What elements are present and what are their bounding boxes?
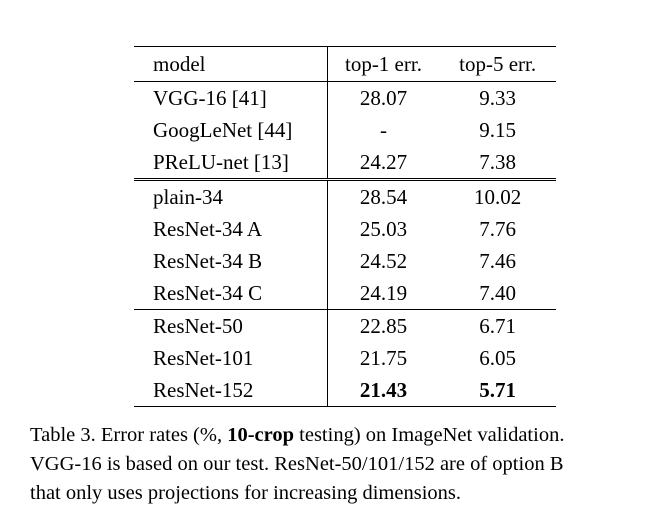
header-top5: top-5 err. (439, 46, 556, 82)
table-row: ResNet-50 22.85 6.71 (134, 309, 556, 342)
table-row: ResNet-34 A 25.03 7.76 (134, 213, 556, 245)
cell-top1: 25.03 (326, 213, 440, 245)
table-row: PReLU-net [13] 24.27 7.38 (134, 146, 556, 181)
cell-top5: 7.38 (439, 146, 556, 181)
cell-top5: 10.02 (474, 185, 522, 209)
cell-model: ResNet-34 C (134, 277, 328, 310)
cell-top5: 7.76 (479, 217, 517, 241)
table-row: plain-34 28.54 10.02 (134, 179, 556, 213)
cell-top5: 7.40 (439, 277, 556, 310)
cell-top5: 6.71 (479, 314, 517, 338)
cell-model: ResNet-50 (153, 314, 243, 338)
table-row: ResNet-152 21.43 5.71 (134, 374, 556, 407)
table-caption: Table 3. Error rates (%, 10-crop testing… (30, 421, 666, 508)
cell-model: GoogLeNet [44] (153, 118, 293, 142)
cell-top5-best: 5.71 (439, 374, 556, 407)
cell-top1: 28.54 (326, 179, 440, 213)
cell-model: ResNet-101 (153, 346, 254, 370)
cell-top1: - (326, 114, 440, 146)
header-model: model (134, 46, 328, 82)
cell-model: VGG-16 [41] (153, 86, 267, 110)
cell-top5: 9.15 (479, 118, 517, 142)
caption-line-3: that only uses projections for increasin… (30, 482, 461, 504)
cell-model: ResNet-152 (134, 374, 328, 407)
cell-model: plain-34 (153, 185, 223, 209)
cell-top1: 24.19 (326, 277, 440, 310)
table-row: VGG-16 [41] 28.07 9.33 (134, 81, 556, 114)
cell-top5: 7.46 (479, 249, 517, 273)
caption-text-1: Table 3. Error rates (%, (30, 424, 228, 446)
header-top1: top-1 err. (326, 46, 440, 82)
cell-model: ResNet-34 A (153, 217, 263, 241)
caption-line-1: Table 3. Error rates (%, 10-crop testing… (30, 421, 666, 450)
table-row: ResNet-34 C 24.19 7.40 (134, 277, 556, 310)
table-row: ResNet-101 21.75 6.05 (134, 342, 556, 374)
cell-model: PReLU-net [13] (134, 146, 328, 181)
cell-model: ResNet-34 B (153, 249, 263, 273)
caption-bold-term: 10-crop (227, 424, 295, 446)
cell-top1-best: 21.43 (326, 374, 440, 407)
cell-top1: 28.07 (326, 81, 440, 114)
header-row: model top-1 err. top-5 err. (134, 46, 556, 82)
results-table: model top-1 err. top-5 err. VGG-16 [41] … (134, 46, 556, 407)
cell-top5: 9.33 (479, 86, 517, 110)
caption-line-2: VGG-16 is based on our test. ResNet-50/1… (30, 453, 564, 475)
cell-top5: 6.05 (479, 346, 517, 370)
table-row: ResNet-34 B 24.52 7.46 (134, 245, 556, 277)
cell-top1: 24.27 (326, 146, 440, 181)
cell-top1: 22.85 (326, 309, 440, 342)
table-row: GoogLeNet [44] - 9.15 (134, 114, 556, 146)
caption-text-2: testing) on ImageNet validation. (294, 424, 565, 446)
cell-top1: 24.52 (326, 245, 440, 277)
cell-top1: 21.75 (326, 342, 440, 374)
